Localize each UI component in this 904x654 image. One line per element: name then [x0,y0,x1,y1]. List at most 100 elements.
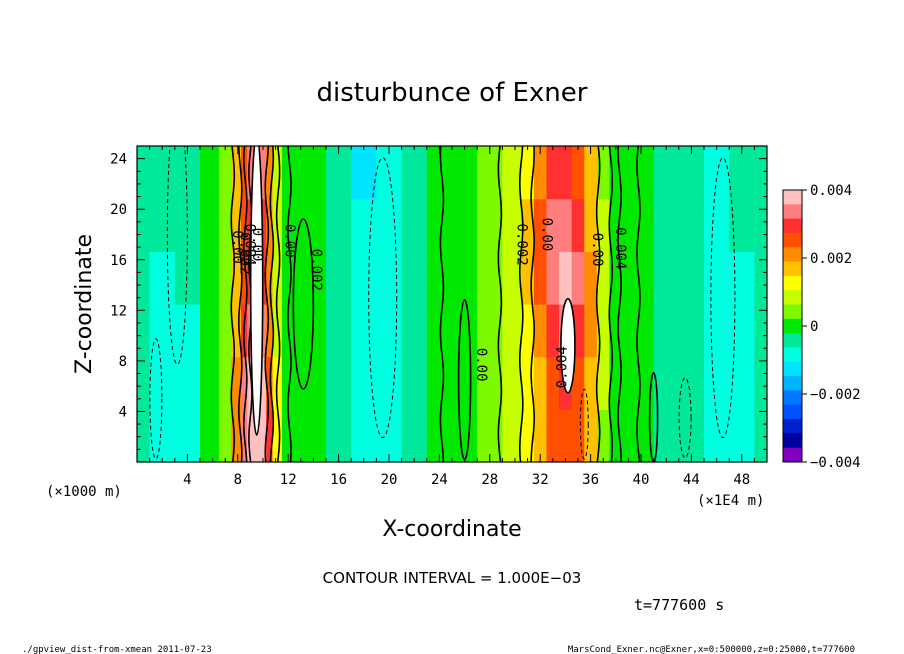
heatmap-cell [200,198,220,252]
heatmap-cell [678,251,705,305]
heatmap-cell [452,198,478,252]
heatmap-field [137,146,767,462]
heatmap-cell [231,356,242,410]
heatmap-cell [240,198,248,252]
heatmap-cell [628,304,655,358]
heatmap-cell [326,198,352,252]
heatmap-cell [149,146,176,200]
heatmap-cell [401,356,428,410]
heatmap-cell [174,251,201,305]
heatmap-cell [729,146,755,200]
colorbar-tick-label: 0.002 [810,251,852,267]
heatmap-cell [584,356,598,410]
heatmap-cell [401,251,428,305]
heatmap-cell [678,409,705,462]
heatmap-cell [218,146,233,200]
contour-line [230,146,236,462]
heatmap-cell [653,304,680,358]
heatmap-cell [584,198,598,252]
heatmap-cell [571,409,585,462]
colorbar-swatch [783,433,802,449]
heatmap-cell [266,198,274,252]
heatmap-cell [200,356,220,410]
heatmap-cell [376,198,403,252]
x-axis-label: X-coordinate [382,517,521,542]
heatmap-cell [266,409,274,462]
heatmap-cell [546,356,560,410]
heatmap-cell [300,198,327,252]
heatmap-cell [729,198,755,252]
heatmap-cell [401,198,428,252]
contour-dashed [710,157,736,439]
heatmap-cell [546,251,560,305]
heatmap-cell [174,304,201,358]
x-tick-label: 44 [683,472,700,488]
heatmap-cell [596,198,611,252]
x-tick-label: 16 [330,472,347,488]
heatmap-cell [559,251,573,305]
contour-dashed [166,146,188,365]
heatmap-cell [426,356,453,410]
colorbar: 0.004 0.002 0 −0.002 −0.004 [782,183,861,471]
heatmap-cell [231,146,242,200]
heatmap-cell [231,409,242,462]
heatmap-cell [754,409,767,462]
heatmap-cell [174,356,201,410]
contour-label: 0.00 [282,224,298,258]
contour-line [617,146,622,462]
heatmap-cell [240,356,248,410]
colorbar-swatch [783,404,802,420]
heatmap-cell [376,304,403,358]
y-tick-label: 20 [110,202,127,218]
heatmap-cell [137,251,151,305]
heatmap-cell [502,356,522,410]
footer-right: MarsCond_Exner.nc@Exner,x=0:500000,z=0:2… [568,645,855,654]
contour-line [242,146,248,462]
colorbar-tick-label: 0 [810,319,818,335]
heatmap-cell [326,146,352,200]
contour-closed [292,218,315,390]
heatmap-cell [546,409,560,462]
heatmap-cell [729,251,755,305]
heatmap-cell [584,146,598,200]
contour-dashed [678,377,692,459]
colorbar-tick-label: 0.004 [810,183,852,199]
contour-line [275,146,281,462]
colorbar-swatch [783,232,802,248]
heatmap-cell [584,251,598,305]
contour-label: 0.00 [249,228,265,262]
heatmap-cell [247,409,255,462]
heatmap-cell [376,409,403,462]
heatmap-cell [704,146,730,200]
contour-label: 0.00 [539,218,555,252]
heatmap-cell [272,251,283,305]
heatmap-cell [533,356,548,410]
heatmap-cell [729,409,755,462]
heatmap-cell [559,146,573,200]
heatmap-cell [653,198,680,252]
heatmap-cell [266,356,274,410]
heatmap-cell [326,356,352,410]
heatmap-cell [609,304,629,358]
heatmap-cell [240,251,248,305]
contour-line [269,146,275,462]
heatmap-cell [729,356,755,410]
x-tick-label: 32 [532,472,549,488]
heatmap-cell [704,251,730,305]
heatmap-cell [272,304,283,358]
heatmap-cell [678,198,705,252]
heatmap-cell [137,146,151,200]
heatmap-cell [259,146,267,200]
colorbar-swatch [783,347,802,363]
heatmap-cell [502,409,522,462]
heatmap-cell [533,304,548,358]
contour-label: 0.002 [236,232,252,274]
heatmap-cell [149,304,176,358]
x-tick-label: 24 [431,472,448,488]
heatmap-cell [326,251,352,305]
heatmap-cell [137,198,151,252]
contour-dashed [368,157,398,439]
heatmap-cell [426,251,453,305]
